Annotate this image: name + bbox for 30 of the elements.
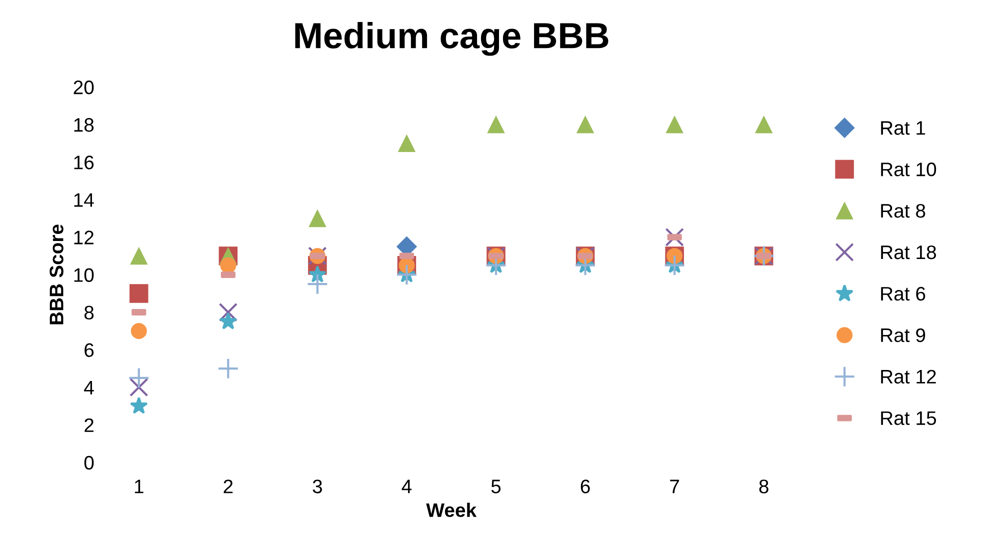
- legend-label: Rat 12: [881, 370, 936, 384]
- chart-title: Medium cage BBB: [295, 22, 608, 56]
- legend-label: Rat 6: [881, 286, 926, 301]
- y-tick-label: 16: [74, 156, 94, 170]
- x-tick-label: 8: [759, 480, 768, 494]
- x-tick-label: 5: [491, 480, 501, 494]
- y-tick-label: 6: [84, 343, 94, 358]
- y-tick-label: 14: [74, 193, 94, 207]
- y-tick-label: 18: [74, 118, 94, 132]
- x-tick-label: 7: [670, 480, 679, 494]
- legend-label: Rat 1: [881, 121, 926, 135]
- x-axis-title: Week: [426, 502, 477, 518]
- x-tick-label: 2: [224, 480, 233, 494]
- legend-label: Rat 15: [881, 411, 936, 426]
- x-tick-label: 4: [402, 480, 412, 494]
- y-tick-label: 0: [84, 456, 94, 470]
- y-tick-label: 12: [74, 230, 94, 244]
- y-tick-label: 8: [84, 306, 94, 320]
- x-tick-label: 6: [580, 480, 590, 494]
- y-axis-title: BBB Score: [50, 224, 64, 324]
- legend-label: Rat 18: [881, 245, 936, 260]
- legend-label: Rat 8: [881, 204, 926, 218]
- x-tick-label: 1: [134, 480, 144, 494]
- x-tick-label: 3: [312, 480, 322, 494]
- legend-label: Rat 10: [881, 162, 936, 176]
- y-tick-label: 10: [74, 268, 94, 282]
- y-tick-label: 2: [84, 418, 94, 432]
- y-tick-label: 4: [84, 380, 94, 394]
- y-tick-label: 20: [74, 80, 94, 94]
- legend-label: Rat 9: [881, 328, 926, 342]
